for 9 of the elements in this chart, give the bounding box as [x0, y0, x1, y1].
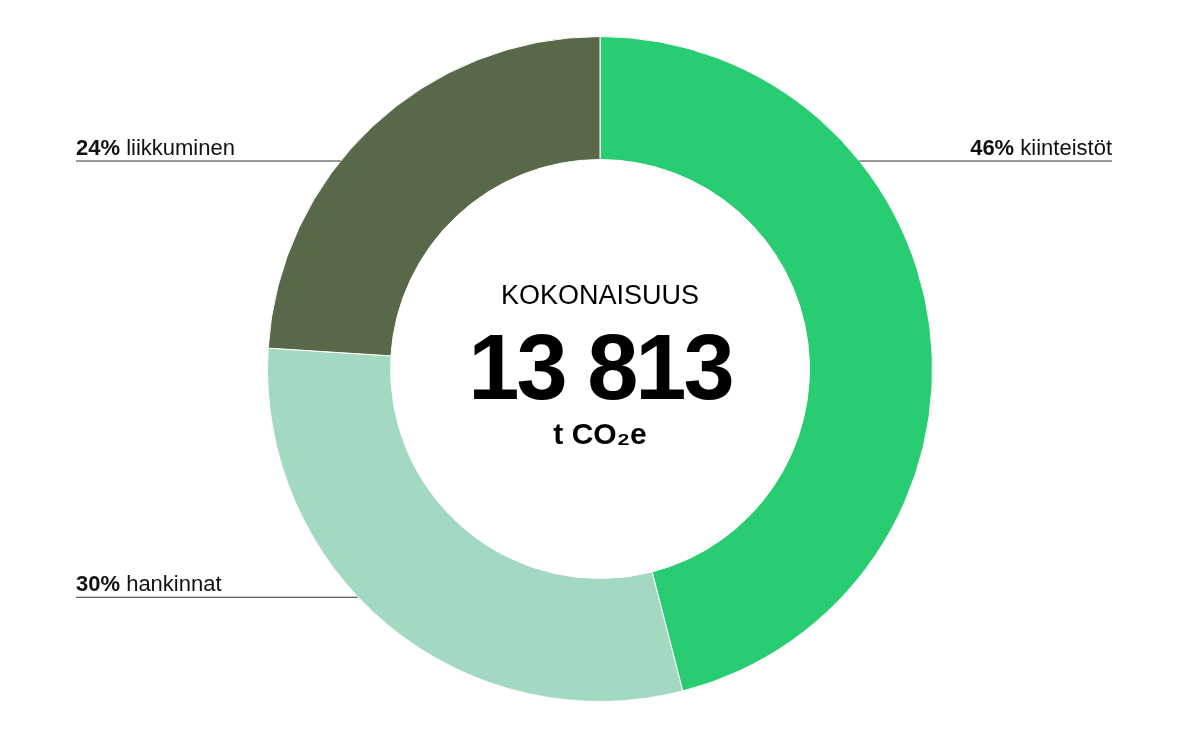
data-label: 46% — [970, 134, 1015, 160]
data-label: 24% — [76, 134, 121, 160]
text: 13 813 — [467, 316, 733, 418]
text: t CO₂e — [552, 417, 648, 450]
slice-label: liikkuminen — [126, 134, 235, 160]
slice-label: kiinteistöt — [1020, 134, 1113, 160]
slice-label: hankinnat — [126, 570, 222, 596]
data-label: 30% — [76, 570, 121, 596]
text: KOKONAISUUS — [499, 280, 700, 310]
